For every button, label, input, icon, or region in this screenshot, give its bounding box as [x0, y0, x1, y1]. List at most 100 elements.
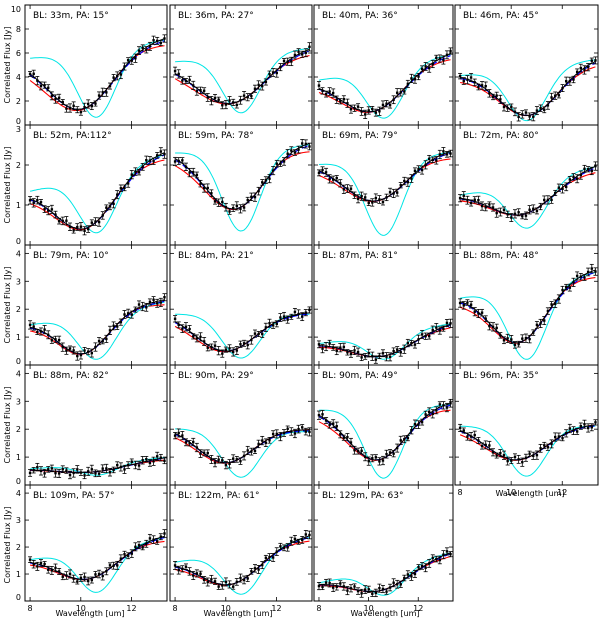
observed-point	[586, 426, 590, 430]
observed-point	[43, 207, 46, 211]
observed-point	[321, 89, 324, 93]
series-model-black	[174, 312, 310, 352]
observed-point	[561, 288, 564, 292]
observed-point	[195, 337, 199, 340]
observed-point	[438, 153, 442, 156]
series-model-black	[29, 38, 165, 110]
observed-point	[586, 270, 590, 274]
observed-point	[36, 79, 39, 82]
panel-frame	[313, 364, 454, 486]
observed-point	[126, 463, 130, 467]
observed-point	[363, 113, 367, 116]
observed-point	[445, 550, 449, 553]
observed-point	[148, 45, 152, 48]
observed-point	[346, 589, 349, 592]
observed-point	[173, 564, 177, 567]
observed-point	[392, 349, 395, 353]
x-tick-label: 10	[221, 604, 231, 613]
observed-point	[159, 301, 163, 304]
observed-point	[499, 210, 502, 214]
ylabel-row-4: Correlated Flux [Jy]	[3, 387, 12, 464]
y-tick-label: 8	[16, 25, 21, 34]
observed-point	[449, 552, 452, 556]
observed-point	[235, 349, 239, 352]
observed-point	[304, 533, 308, 536]
observed-point	[286, 427, 289, 430]
observed-point	[54, 566, 57, 570]
observed-point	[163, 532, 166, 535]
observed-point	[349, 587, 353, 590]
observed-point	[231, 350, 235, 354]
observed-point	[297, 427, 300, 431]
observed-point	[137, 464, 141, 467]
observed-point	[116, 325, 119, 328]
observed-point	[499, 334, 502, 337]
panel-frame	[24, 124, 168, 246]
observed-point	[61, 575, 64, 578]
observed-point	[491, 95, 495, 99]
observed-point	[94, 102, 97, 105]
observed-point	[101, 214, 104, 217]
observed-point	[210, 458, 213, 461]
observed-point	[381, 587, 385, 591]
observed-point	[488, 203, 491, 206]
observed-point	[257, 332, 260, 336]
observed-point	[413, 422, 417, 426]
x-tick-label: 8	[316, 604, 321, 613]
observed-point	[308, 308, 311, 312]
observed-point	[535, 109, 539, 112]
observed-point	[217, 349, 220, 352]
observed-point	[242, 94, 246, 97]
observed-point	[328, 90, 331, 93]
observed-point	[374, 358, 378, 361]
observed-point	[466, 435, 469, 438]
observed-point	[177, 72, 180, 76]
observed-point	[431, 412, 434, 416]
observed-point	[480, 311, 484, 314]
observed-point	[83, 349, 86, 352]
observed-point	[152, 538, 155, 541]
observed-point	[28, 323, 32, 327]
panel-frame	[24, 364, 168, 486]
observed-point	[477, 85, 480, 89]
observed-point	[546, 309, 550, 313]
observed-point	[594, 421, 597, 424]
observed-point	[388, 451, 392, 454]
observed-point	[101, 91, 104, 94]
observed-point	[406, 82, 410, 86]
observed-point	[438, 403, 442, 406]
observed-point	[575, 274, 579, 278]
observed-point	[442, 150, 445, 153]
ylabel-row-5: Correlated Flux [Jy]	[3, 507, 12, 584]
observed-point	[480, 204, 484, 208]
observed-point	[65, 107, 68, 110]
panel: BL: 96m, PA: 35° 8 10 12	[454, 364, 599, 497]
observed-point	[290, 540, 293, 543]
observed-point	[543, 108, 546, 111]
observed-point	[449, 322, 452, 325]
observed-point	[353, 449, 356, 452]
observed-point	[532, 207, 535, 210]
observed-point	[403, 90, 406, 93]
observed-point	[271, 432, 275, 436]
observed-point	[108, 329, 112, 332]
observed-point	[101, 574, 104, 578]
observed-point	[367, 351, 370, 355]
observed-point	[339, 582, 342, 585]
observed-point	[235, 458, 239, 461]
observed-point	[572, 78, 575, 81]
observed-point	[349, 187, 353, 190]
observed-point	[543, 198, 546, 202]
observed-point	[137, 170, 141, 174]
observed-point	[130, 552, 133, 555]
observed-point	[141, 46, 144, 50]
observed-point	[286, 546, 289, 549]
observed-point	[445, 321, 449, 325]
observed-point	[353, 107, 356, 110]
observed-point	[385, 355, 388, 358]
observed-point	[246, 343, 249, 347]
series-model-blue	[459, 271, 596, 344]
panel-frame	[169, 484, 313, 602]
y-tick-label: 1	[16, 453, 21, 462]
observed-point	[221, 104, 224, 107]
